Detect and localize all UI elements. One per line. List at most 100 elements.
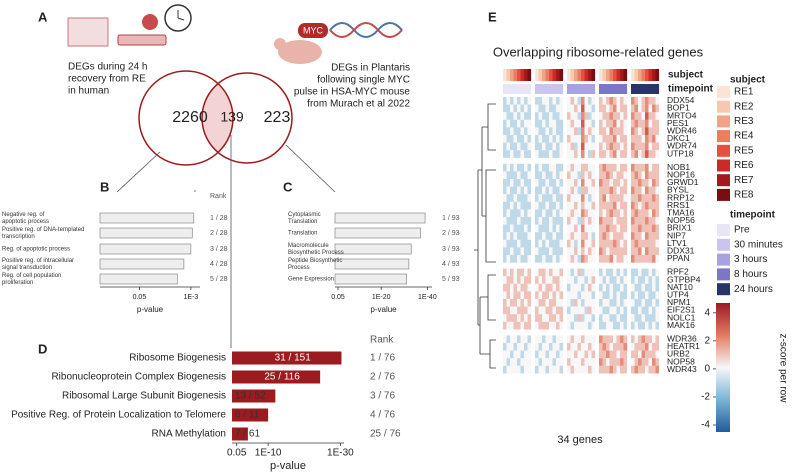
timepoint-cell [606, 84, 610, 94]
heatmap-cell [503, 97, 507, 105]
heatmap-cell [535, 268, 539, 277]
gene-label: NPM1 [667, 297, 691, 307]
heatmap-cell [506, 112, 511, 120]
heatmap-cell [634, 179, 639, 187]
subject-cell [513, 69, 518, 81]
heatmap-cell [538, 112, 543, 120]
heatmap-cell [606, 163, 610, 172]
heatmap-cell [609, 217, 614, 225]
heatmap-cell [638, 209, 642, 218]
heatmap-cell [613, 209, 617, 218]
heatmap-cell [517, 127, 521, 136]
heatmap-cell [559, 209, 564, 218]
heatmap-cell [623, 299, 628, 307]
heatmap-cell [616, 335, 621, 344]
heatmap-cell [545, 365, 550, 374]
subject-cell [648, 69, 653, 81]
heatmap-cell [549, 239, 553, 248]
timepoint-cell [538, 84, 543, 94]
heatmap-cell [602, 358, 607, 366]
gene-label: RRP12 [667, 192, 695, 202]
heatmap-cell [542, 247, 546, 256]
heatmap-cell [538, 209, 543, 218]
heatmap-cell [574, 321, 578, 330]
heatmap-cell [609, 343, 614, 351]
heatmap-cell [559, 283, 564, 292]
x-axis-label: p-value [370, 305, 397, 314]
heatmap-cell [606, 171, 610, 180]
heatmap-cell [567, 232, 571, 240]
heatmap-cell [599, 365, 603, 374]
heatmap-cell [503, 365, 507, 374]
heatmap-cell [638, 283, 642, 292]
heatmap-cell [552, 171, 557, 180]
category-label: Positive reg. of DNA-templated [2, 227, 84, 233]
dendrogram [474, 103, 496, 369]
heatmap-cell [602, 150, 607, 158]
heatmap-cell [591, 283, 596, 292]
timepoint-cell [559, 84, 564, 94]
heatmap-cell [584, 150, 589, 158]
category-label: Reg. of cell population [2, 273, 61, 279]
heatmap-cell [652, 255, 656, 263]
heatmap-cell [535, 150, 539, 158]
heatmap-cell [591, 119, 596, 128]
heatmap-cell [584, 135, 589, 143]
heatmap-cell [513, 171, 518, 180]
heatmap-cell [556, 247, 560, 256]
panel-label: D [38, 341, 47, 356]
heatmap-cell [574, 335, 578, 344]
timepoint-cell [588, 84, 592, 94]
heatmap-cell [631, 97, 635, 105]
heatmap-cell [552, 163, 557, 172]
heatmap-cell [535, 104, 539, 113]
heatmap-cell [641, 201, 646, 210]
heatmap-cell [652, 276, 656, 284]
subject-cell [609, 69, 614, 81]
heatmap-cell [552, 283, 557, 292]
badge-label: MYC [303, 25, 324, 35]
heatmap-cell [510, 239, 514, 248]
heatmap-cell [609, 335, 614, 344]
heatmap-cell [549, 350, 553, 359]
heatmap-cell [609, 291, 614, 300]
heatmap-cell [503, 163, 507, 172]
heatmap-cell [549, 186, 553, 195]
heatmap-cell [645, 358, 649, 366]
heatmap-cell [648, 268, 653, 277]
heatmap-cell [634, 163, 639, 172]
heatmap-cell [588, 276, 592, 284]
heatmap-cell [641, 112, 646, 120]
heatmap-cell [570, 97, 575, 105]
heatmap-cell [545, 314, 550, 322]
heatmap-cell [527, 365, 532, 374]
heatmap-cell [606, 150, 610, 158]
heatmap-cell [613, 268, 617, 277]
heatmap-cell [609, 314, 614, 322]
heatmap-cell [613, 291, 617, 300]
timepoint-cell [567, 84, 571, 94]
heatmap-cell [570, 306, 575, 315]
heatmap-cell [584, 201, 589, 210]
heatmap-cell [510, 299, 514, 307]
heatmap-cell [556, 350, 560, 359]
heatmap-cell [520, 186, 525, 195]
heatmap-cell [623, 135, 628, 143]
heatmap-cell [645, 209, 649, 218]
heatmap-cell [648, 299, 653, 307]
heatmap-cell [623, 194, 628, 202]
venn-label: recovery from RE [68, 74, 146, 85]
heatmap-cell [513, 276, 518, 284]
heatmap-cell [535, 314, 539, 322]
heatmap-cell [655, 283, 660, 292]
heatmap-cell [545, 224, 550, 233]
heatmap-cell [556, 291, 560, 300]
heatmap-cell [620, 283, 624, 292]
heatmap-cell [559, 142, 564, 151]
heatmap-cell [503, 104, 507, 113]
heatmap-cell [559, 247, 564, 256]
heatmap-cell [613, 127, 617, 136]
heatmap-cell [506, 209, 511, 218]
heatmap-cell [652, 247, 656, 256]
